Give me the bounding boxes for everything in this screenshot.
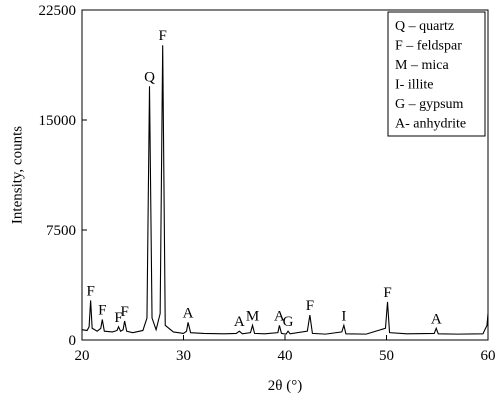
y-tick-label: 22500 [39, 3, 77, 19]
legend-entry: F – feldspar [395, 39, 462, 54]
y-tick-label: 0 [69, 333, 77, 349]
peak-label: F [114, 310, 122, 326]
legend-entry: Q – quartz [395, 19, 454, 34]
peak-label: F [383, 285, 391, 301]
y-axis-label: Intensity, counts [9, 126, 25, 224]
x-tick-label: 50 [379, 348, 394, 364]
peak-label: F [306, 298, 314, 314]
peak-label: A [274, 308, 285, 324]
y-tick-label: 7500 [46, 223, 76, 239]
peak-label: G [283, 314, 294, 330]
x-tick-label: 30 [176, 348, 191, 364]
peak-label: A [234, 314, 245, 330]
legend-entry: I- illite [395, 78, 434, 93]
x-tick-label: 60 [481, 348, 496, 364]
peak-label: A [183, 305, 194, 321]
legend-entry: G – gypsum [395, 97, 464, 112]
peak-label: Q [144, 69, 155, 85]
peak-label: M [246, 308, 259, 324]
peak-label: F [120, 304, 128, 320]
x-tick-label: 40 [278, 348, 293, 364]
x-tick-label: 20 [75, 348, 90, 364]
legend-entry: A- anhydrite [395, 117, 466, 132]
legend-box [387, 11, 486, 137]
x-axis-label: 2θ (°) [268, 378, 302, 394]
peak-label: F [86, 283, 94, 299]
peak-label: I [341, 308, 346, 324]
legend-entry: M – mica [395, 58, 449, 73]
xrd-line [81, 45, 489, 335]
peak-label: F [159, 28, 167, 44]
peak-label: A [431, 311, 442, 327]
peak-label: F [98, 302, 106, 318]
y-tick-label: 15000 [39, 113, 77, 129]
